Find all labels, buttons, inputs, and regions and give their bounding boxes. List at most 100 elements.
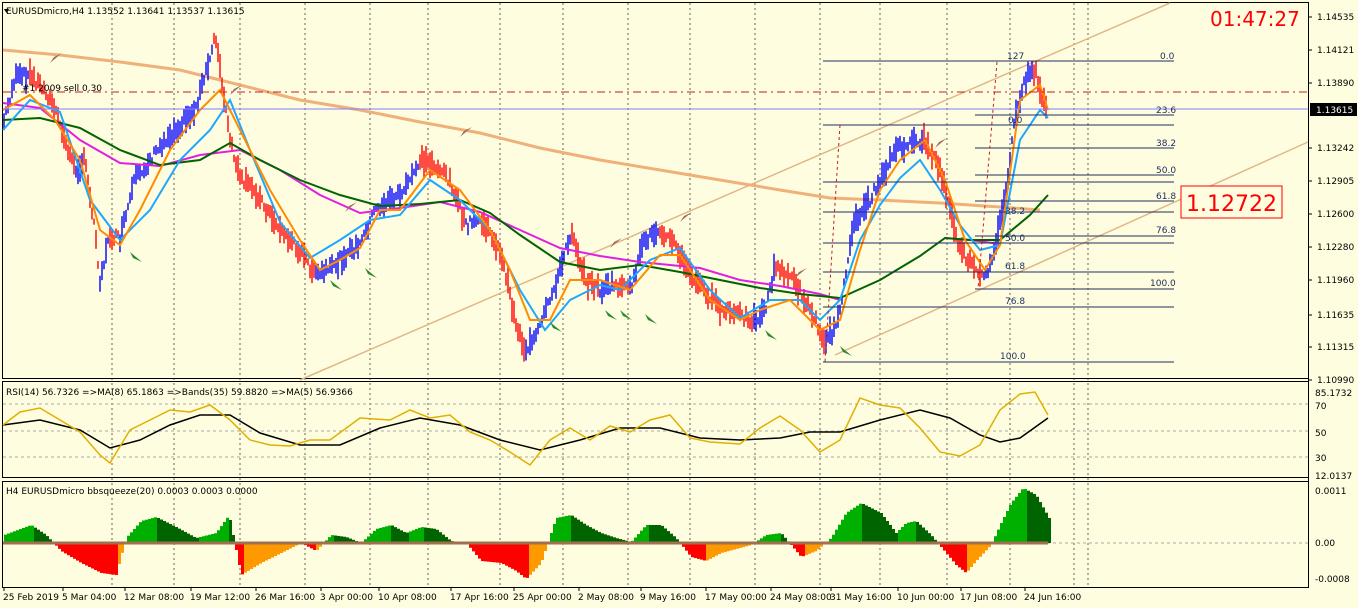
histogram-bar [472, 543, 475, 552]
histogram-bar [292, 543, 295, 547]
histogram-bar [217, 530, 220, 543]
histogram-bar [865, 505, 868, 543]
histogram-bar [685, 543, 688, 551]
histogram-bar [739, 543, 742, 548]
histogram-bar [835, 529, 838, 543]
histogram-bar [22, 527, 25, 543]
histogram-bar [319, 543, 322, 547]
histogram-bar [232, 535, 235, 543]
histogram-bar [484, 543, 487, 562]
histogram-bar [340, 536, 343, 543]
histogram-bar [394, 527, 397, 543]
fib-large[interactable] [823, 60, 1174, 363]
histogram-bar [172, 525, 175, 543]
histogram-bar [445, 537, 448, 543]
histogram-bar [1036, 496, 1039, 543]
histogram-bar [379, 527, 382, 543]
histogram-bar [523, 543, 526, 578]
order-label: #1 2009 sell 0.30 [22, 84, 102, 94]
histogram-bar [544, 543, 547, 551]
buy-arrow-icon [645, 314, 657, 324]
histogram-bar [514, 543, 517, 571]
histogram-bar [694, 543, 697, 559]
histogram-bar [736, 543, 739, 549]
histogram-bar [136, 525, 139, 543]
rsi-levels [3, 403, 1308, 458]
histogram-bar [913, 521, 916, 543]
histogram-bar [712, 543, 715, 558]
histogram-bar [961, 543, 964, 570]
histogram-bar [244, 543, 247, 573]
histogram-bar [505, 543, 508, 566]
rsi-line [2, 391, 1049, 466]
histogram-bar [307, 543, 310, 547]
histogram-bar [280, 543, 283, 553]
histogram-bar [34, 527, 37, 543]
histogram-bar [742, 543, 745, 548]
histogram-bar [919, 524, 922, 543]
histogram-bar [844, 514, 847, 543]
histogram-bar [367, 536, 370, 543]
bar-timer: 01:47:27 [1210, 7, 1300, 31]
histogram-bar [778, 533, 781, 543]
histogram-bar [160, 519, 163, 543]
histogram-bar [349, 538, 352, 543]
histogram-bar [595, 530, 598, 543]
histogram-bar [904, 524, 907, 543]
price-channel[interactable] [299, 2, 1309, 381]
histogram-bar [958, 543, 961, 568]
histogram-bar [718, 543, 721, 555]
fib-label: 61.8 [1005, 262, 1025, 272]
histogram-bar [760, 538, 763, 543]
histogram-bar [313, 543, 316, 550]
histogram-bar [157, 518, 160, 543]
histogram-bar [688, 543, 691, 555]
time-axis-label: 31 May 16:00 [830, 593, 892, 603]
histogram-bar [775, 533, 778, 543]
histogram-bar [604, 534, 607, 543]
histogram-bar [874, 510, 877, 543]
histogram-bar [772, 534, 775, 543]
histogram-bar [928, 533, 931, 543]
buy-arrow-icon [765, 330, 777, 340]
histogram-bar [808, 543, 811, 554]
histogram-bar [352, 539, 355, 543]
histogram-bar [121, 543, 124, 553]
histogram-bar [817, 543, 820, 550]
histogram-bar [1030, 492, 1033, 543]
histogram-bar [643, 527, 646, 543]
histogram-bar [277, 543, 280, 555]
histogram-bar [985, 543, 988, 551]
histogram-bar [61, 543, 64, 552]
histogram-bar [676, 539, 679, 543]
fib-label: 50.0 [1156, 166, 1176, 176]
histogram-bar [148, 518, 151, 543]
histogram-bar [973, 543, 976, 564]
histogram-bar [73, 543, 76, 559]
price-bars [3, 32, 1047, 362]
histogram-bar [499, 543, 502, 563]
fib-label: 50.0 [1005, 234, 1025, 244]
buy-arrow-icon [605, 310, 617, 320]
histogram-bar [430, 528, 433, 543]
histogram-bar [310, 543, 313, 549]
histogram-bar [409, 531, 412, 543]
price-axis[interactable]: 1.14535 1.14121 1.13890 1.13242 1.12905 1.126… [1308, 13, 1354, 386]
fib-small[interactable] [975, 114, 1174, 290]
histogram-bar [46, 536, 49, 543]
histogram-bar [682, 543, 685, 547]
histogram-bar [715, 543, 718, 556]
histogram-bar [571, 515, 574, 543]
sell-arrow-icon [460, 127, 472, 137]
time-axis[interactable]: 25 Feb 2019 5 Mar 04:00 12 Mar 08:00 19 Mar… [3, 588, 1081, 603]
histogram-bar [385, 526, 388, 543]
histogram-bar [610, 536, 613, 543]
histogram-bar [31, 525, 34, 543]
histogram-bar [970, 543, 973, 567]
histogram-bar [127, 535, 130, 543]
histogram-bar [532, 543, 535, 572]
histogram-bar [247, 543, 250, 571]
histogram-bar [766, 534, 769, 543]
rsi-ma-line [2, 409, 1049, 451]
